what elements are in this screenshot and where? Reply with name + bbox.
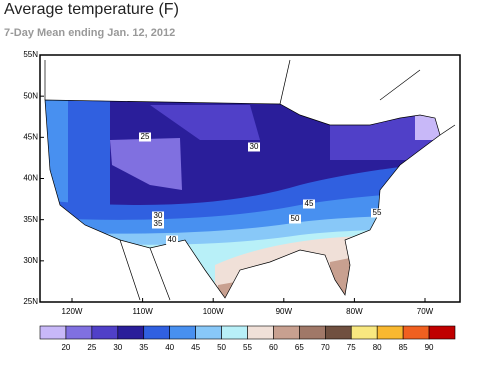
contour-label: 40 xyxy=(168,235,177,244)
legend-swatch xyxy=(39,325,67,340)
contour-label-bg xyxy=(248,142,260,152)
legend-swatch xyxy=(143,325,170,340)
lat-label: 50N xyxy=(23,91,38,100)
lon-label: 70W xyxy=(417,307,434,316)
lat-label: 45N xyxy=(23,132,38,141)
legend-label: 75 xyxy=(347,343,356,352)
title: Average temperature (F) xyxy=(4,1,179,18)
band xyxy=(110,138,182,190)
legend-label: 60 xyxy=(269,343,278,352)
lat-label: 40N xyxy=(23,174,38,183)
contour-label-bg xyxy=(371,208,383,218)
lat-label: 25N xyxy=(23,297,38,306)
lat-label: 35N xyxy=(23,215,38,224)
contour-label-bg xyxy=(289,214,301,224)
legend-label: 40 xyxy=(165,343,174,352)
contour-label: 30 xyxy=(154,211,163,220)
lon-label: 110W xyxy=(132,307,153,316)
legend-swatch xyxy=(117,325,145,340)
legend-label: 50 xyxy=(217,343,226,352)
contour-label-bg xyxy=(152,211,164,221)
legend-swatch xyxy=(350,325,378,340)
legend-label: 85 xyxy=(399,343,408,352)
lon-label: 100W xyxy=(203,307,224,316)
legend-swatch xyxy=(299,325,326,340)
legend-swatch xyxy=(65,325,93,340)
lon-label: 120W xyxy=(62,307,83,316)
band xyxy=(415,110,440,140)
contour-label: 45 xyxy=(305,199,314,208)
legend-label: 90 xyxy=(425,343,434,352)
contour-label: 30 xyxy=(250,142,259,151)
legend-label: 65 xyxy=(295,343,304,352)
lon-label: 80W xyxy=(346,307,363,316)
contour-label: 55 xyxy=(373,208,382,217)
contour-label: 25 xyxy=(141,132,150,141)
legend-swatch xyxy=(247,325,274,340)
lat-label: 55N xyxy=(23,50,38,59)
legend-swatch xyxy=(169,325,196,340)
band xyxy=(45,100,68,215)
legend-label: 45 xyxy=(191,343,200,352)
legend-swatch xyxy=(91,325,119,340)
contour-label: 35 xyxy=(154,219,163,228)
legend-label: 25 xyxy=(87,343,96,352)
band xyxy=(150,105,260,140)
borders xyxy=(44,59,456,301)
legend-swatch xyxy=(325,325,352,340)
lon-label: 90W xyxy=(276,307,293,316)
legend-label: 20 xyxy=(61,343,70,352)
legend-swatch xyxy=(376,325,404,340)
legend-label: 35 xyxy=(139,343,148,352)
legend-label: 55 xyxy=(243,343,252,352)
legend-label: 80 xyxy=(373,343,382,352)
legend-swatch xyxy=(428,325,456,340)
contour-label-bg xyxy=(166,235,178,245)
legend-label: 30 xyxy=(113,343,122,352)
contour-label-bg xyxy=(152,219,164,229)
legend-label: 70 xyxy=(321,343,330,352)
contour-label-bg xyxy=(303,199,315,209)
legend-swatch xyxy=(402,325,430,340)
subtitle: 7-Day Mean ending Jan. 12, 2012 xyxy=(4,27,175,39)
legend-swatch xyxy=(195,325,222,340)
contour-label: 50 xyxy=(291,214,300,223)
legend-swatch xyxy=(273,325,300,340)
contour-label-bg xyxy=(139,132,151,142)
legend-swatch xyxy=(221,325,248,340)
lat-label: 30N xyxy=(23,256,38,265)
